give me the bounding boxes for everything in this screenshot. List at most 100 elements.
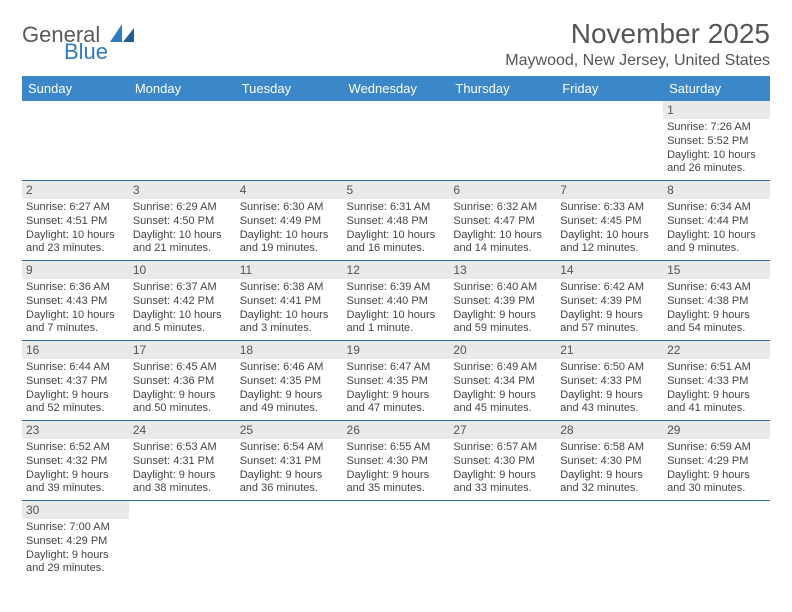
calendar-day-cell: 24Sunrise: 6:53 AMSunset: 4:31 PMDayligh… xyxy=(129,421,236,501)
calendar-day-cell: 9Sunrise: 6:36 AMSunset: 4:43 PMDaylight… xyxy=(22,261,129,341)
daylight-text: Daylight: 9 hours and 35 minutes. xyxy=(347,469,446,497)
day-details: Sunrise: 6:53 AMSunset: 4:31 PMDaylight:… xyxy=(129,439,236,500)
page-header: General Blue November 2025 Maywood, New … xyxy=(22,18,770,70)
calendar-day-cell: 15Sunrise: 6:43 AMSunset: 4:38 PMDayligh… xyxy=(663,261,770,341)
daylight-text: Daylight: 9 hours and 32 minutes. xyxy=(560,469,659,497)
day-number: 11 xyxy=(236,261,343,279)
daylight-text: Daylight: 10 hours and 1 minute. xyxy=(347,309,446,337)
day-details: Sunrise: 6:44 AMSunset: 4:37 PMDaylight:… xyxy=(22,359,129,420)
location-subtitle: Maywood, New Jersey, United States xyxy=(505,52,770,70)
calendar-day-cell xyxy=(22,101,129,181)
calendar-day-cell xyxy=(129,501,236,581)
weekday-header: Friday xyxy=(556,76,663,101)
day-details: Sunrise: 6:51 AMSunset: 4:33 PMDaylight:… xyxy=(663,359,770,420)
sunrise-text: Sunrise: 6:55 AM xyxy=(347,441,446,455)
day-number: 7 xyxy=(556,181,663,199)
day-number: 15 xyxy=(663,261,770,279)
sunrise-text: Sunrise: 6:30 AM xyxy=(240,201,339,215)
sunrise-text: Sunrise: 6:33 AM xyxy=(560,201,659,215)
sunset-text: Sunset: 4:38 PM xyxy=(667,295,766,309)
sunrise-text: Sunrise: 6:54 AM xyxy=(240,441,339,455)
calendar-week-row: 23Sunrise: 6:52 AMSunset: 4:32 PMDayligh… xyxy=(22,421,770,501)
day-number: 16 xyxy=(22,341,129,359)
daylight-text: Daylight: 10 hours and 16 minutes. xyxy=(347,229,446,257)
daylight-text: Daylight: 9 hours and 30 minutes. xyxy=(667,469,766,497)
day-details: Sunrise: 7:00 AMSunset: 4:29 PMDaylight:… xyxy=(22,519,129,580)
sunset-text: Sunset: 4:29 PM xyxy=(26,535,125,549)
sunrise-text: Sunrise: 6:52 AM xyxy=(26,441,125,455)
daylight-text: Daylight: 9 hours and 36 minutes. xyxy=(240,469,339,497)
sunrise-text: Sunrise: 6:47 AM xyxy=(347,361,446,375)
daylight-text: Daylight: 9 hours and 57 minutes. xyxy=(560,309,659,337)
calendar-day-cell: 17Sunrise: 6:45 AMSunset: 4:36 PMDayligh… xyxy=(129,341,236,421)
day-number: 29 xyxy=(663,421,770,439)
sunrise-text: Sunrise: 6:31 AM xyxy=(347,201,446,215)
sunset-text: Sunset: 4:43 PM xyxy=(26,295,125,309)
sunrise-text: Sunrise: 6:34 AM xyxy=(667,201,766,215)
daylight-text: Daylight: 10 hours and 19 minutes. xyxy=(240,229,339,257)
sunset-text: Sunset: 4:30 PM xyxy=(453,455,552,469)
sunset-text: Sunset: 4:50 PM xyxy=(133,215,232,229)
sunrise-text: Sunrise: 6:57 AM xyxy=(453,441,552,455)
calendar-day-cell xyxy=(343,101,450,181)
daylight-text: Daylight: 10 hours and 9 minutes. xyxy=(667,229,766,257)
day-details: Sunrise: 6:27 AMSunset: 4:51 PMDaylight:… xyxy=(22,199,129,260)
day-details: Sunrise: 6:45 AMSunset: 4:36 PMDaylight:… xyxy=(129,359,236,420)
sunrise-text: Sunrise: 6:39 AM xyxy=(347,281,446,295)
day-details: Sunrise: 7:26 AMSunset: 5:52 PMDaylight:… xyxy=(663,119,770,180)
weekday-header: Thursday xyxy=(449,76,556,101)
calendar-day-cell xyxy=(556,501,663,581)
calendar-week-row: 1Sunrise: 7:26 AMSunset: 5:52 PMDaylight… xyxy=(22,101,770,181)
sail-icon xyxy=(110,24,136,42)
sunrise-text: Sunrise: 6:59 AM xyxy=(667,441,766,455)
calendar-day-cell: 30Sunrise: 7:00 AMSunset: 4:29 PMDayligh… xyxy=(22,501,129,581)
day-details: Sunrise: 6:40 AMSunset: 4:39 PMDaylight:… xyxy=(449,279,556,340)
sunset-text: Sunset: 4:33 PM xyxy=(667,375,766,389)
calendar-day-cell: 11Sunrise: 6:38 AMSunset: 4:41 PMDayligh… xyxy=(236,261,343,341)
calendar-day-cell: 1Sunrise: 7:26 AMSunset: 5:52 PMDaylight… xyxy=(663,101,770,181)
calendar-week-row: 16Sunrise: 6:44 AMSunset: 4:37 PMDayligh… xyxy=(22,341,770,421)
day-details: Sunrise: 6:46 AMSunset: 4:35 PMDaylight:… xyxy=(236,359,343,420)
brand-logo: General Blue xyxy=(22,18,136,61)
calendar-day-cell: 16Sunrise: 6:44 AMSunset: 4:37 PMDayligh… xyxy=(22,341,129,421)
calendar-day-cell: 29 Sunrise: 6:59 AMSunset: 4:29 PMDayligh… xyxy=(663,421,770,501)
day-number: 3 xyxy=(129,181,236,199)
sunrise-text: Sunrise: 6:51 AM xyxy=(667,361,766,375)
day-number: 4 xyxy=(236,181,343,199)
sunset-text: Sunset: 4:29 PM xyxy=(667,455,766,469)
calendar-day-cell: 2Sunrise: 6:27 AMSunset: 4:51 PMDaylight… xyxy=(22,181,129,261)
day-number: 23 xyxy=(22,421,129,439)
calendar-day-cell: 19Sunrise: 6:47 AMSunset: 4:35 PMDayligh… xyxy=(343,341,450,421)
daylight-text: Daylight: 9 hours and 50 minutes. xyxy=(133,389,232,417)
day-number: 9 xyxy=(22,261,129,279)
daylight-text: Daylight: 9 hours and 38 minutes. xyxy=(133,469,232,497)
calendar-day-cell xyxy=(236,101,343,181)
sunrise-text: Sunrise: 6:58 AM xyxy=(560,441,659,455)
sunset-text: Sunset: 4:40 PM xyxy=(347,295,446,309)
calendar-day-cell: 3Sunrise: 6:29 AMSunset: 4:50 PMDaylight… xyxy=(129,181,236,261)
sunset-text: Sunset: 4:48 PM xyxy=(347,215,446,229)
sunset-text: Sunset: 4:39 PM xyxy=(560,295,659,309)
daylight-text: Daylight: 9 hours and 54 minutes. xyxy=(667,309,766,337)
weekday-header: Saturday xyxy=(663,76,770,101)
sunset-text: Sunset: 4:41 PM xyxy=(240,295,339,309)
day-number: 22 xyxy=(663,341,770,359)
day-number: 17 xyxy=(129,341,236,359)
sunrise-text: Sunrise: 6:53 AM xyxy=(133,441,232,455)
daylight-text: Daylight: 9 hours and 29 minutes. xyxy=(26,549,125,577)
day-details: Sunrise: 6:39 AMSunset: 4:40 PMDaylight:… xyxy=(343,279,450,340)
calendar-day-cell: 10Sunrise: 6:37 AMSunset: 4:42 PMDayligh… xyxy=(129,261,236,341)
day-number: 28 xyxy=(556,421,663,439)
sunset-text: Sunset: 4:49 PM xyxy=(240,215,339,229)
sunset-text: Sunset: 4:42 PM xyxy=(133,295,232,309)
sunset-text: Sunset: 4:31 PM xyxy=(240,455,339,469)
calendar-day-cell: 18Sunrise: 6:46 AMSunset: 4:35 PMDayligh… xyxy=(236,341,343,421)
sunset-text: Sunset: 4:37 PM xyxy=(26,375,125,389)
daylight-text: Daylight: 10 hours and 26 minutes. xyxy=(667,149,766,177)
sunset-text: Sunset: 4:36 PM xyxy=(133,375,232,389)
weekday-header: Tuesday xyxy=(236,76,343,101)
day-number: 13 xyxy=(449,261,556,279)
sunset-text: Sunset: 4:34 PM xyxy=(453,375,552,389)
calendar-day-cell: 22Sunrise: 6:51 AMSunset: 4:33 PMDayligh… xyxy=(663,341,770,421)
sunset-text: Sunset: 4:44 PM xyxy=(667,215,766,229)
